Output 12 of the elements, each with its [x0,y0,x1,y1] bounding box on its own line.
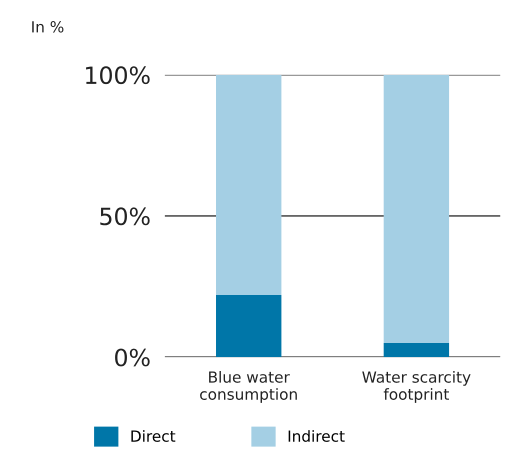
y-axis-title: In % [32,21,64,33]
bar [216,74,282,296]
bar [216,295,282,358]
legend-label: Direct [131,430,176,442]
legend-label: Indirect [288,430,345,442]
y-tick-label: 0% [115,348,150,366]
x-tick-label: Blue water consumption [200,371,297,403]
bar [384,343,450,358]
x-tick-label: Water scarcity footprint [362,371,471,403]
y-tick-label: 50% [100,207,150,226]
y-tick-label: 100% [86,66,150,84]
bar [384,74,450,344]
